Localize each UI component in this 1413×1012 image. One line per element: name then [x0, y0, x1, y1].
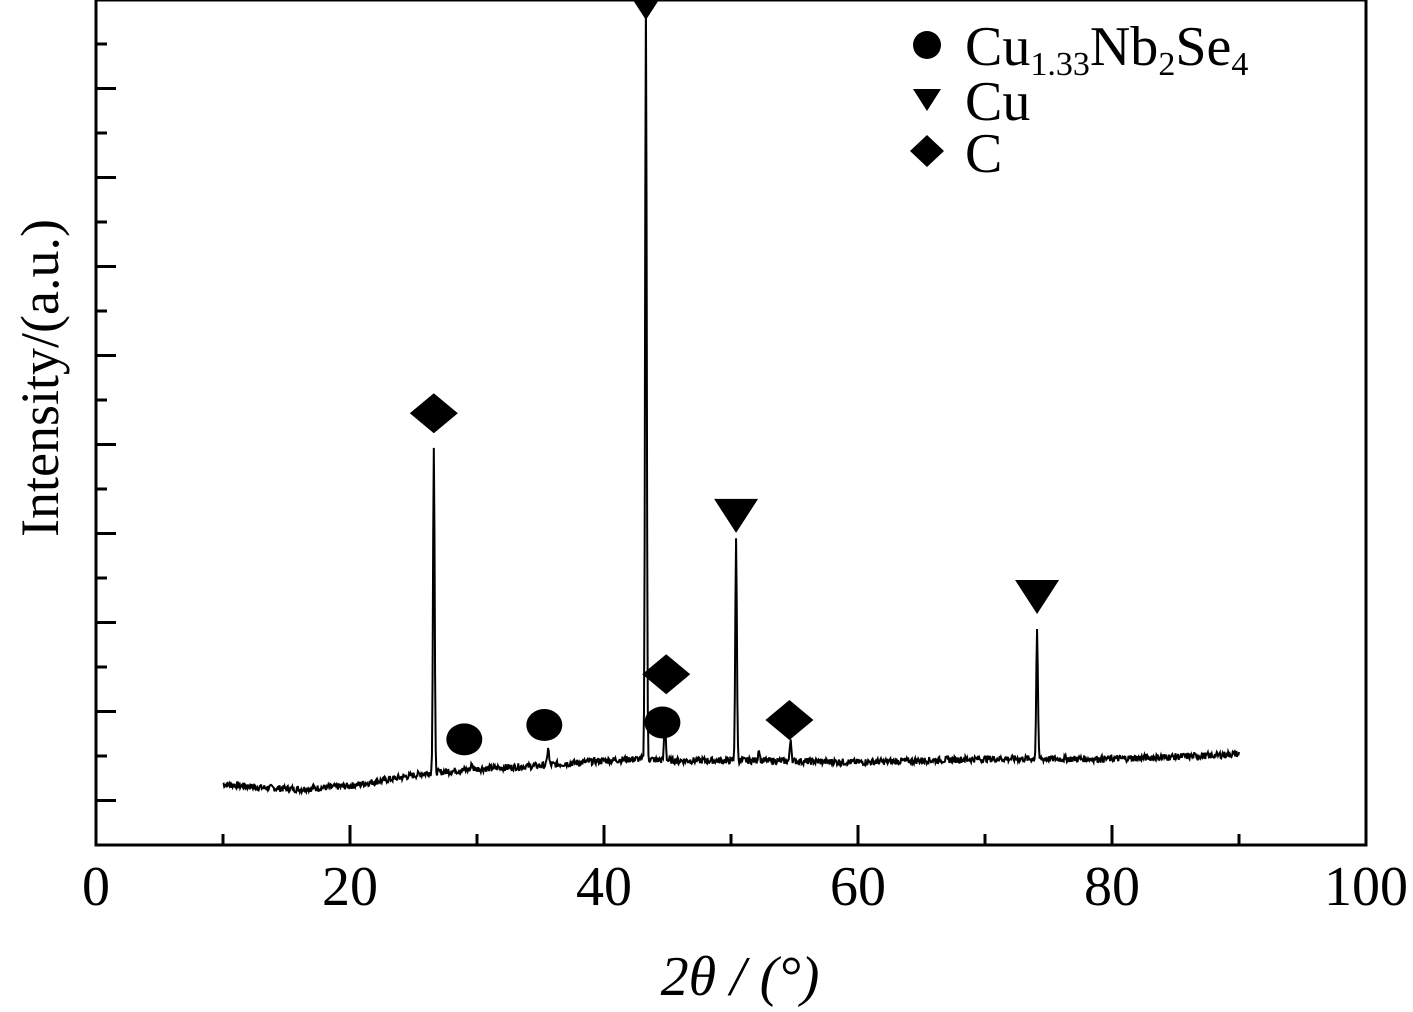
legend-item-cu: Cu: [913, 71, 1030, 133]
marker-diamond: [642, 654, 691, 695]
legend-circle-marker: [913, 31, 941, 59]
x-tick-label: 80: [1084, 856, 1140, 918]
x-tick-label: 40: [576, 856, 632, 918]
marker-diamond: [409, 393, 458, 434]
legend-sub-2: 2: [1158, 46, 1175, 83]
y-axis-label: Intensity/(a.u.): [10, 219, 70, 537]
x-tick-label: 100: [1324, 856, 1408, 918]
legend-item-c: C: [910, 123, 1002, 185]
marker-circle: [446, 723, 483, 756]
x-tick-label: 20: [322, 856, 378, 918]
legend-sub-133: 1.33: [1030, 46, 1090, 83]
marker-triangle-down: [632, 0, 659, 20]
x-axis-ticks: [94, 825, 1368, 845]
plot-frame: [94, 0, 1368, 847]
marker-circle: [644, 706, 681, 739]
x-axis-tick-labels: 0 20 40 60 80 100: [82, 856, 1408, 918]
legend-text-nb: Nb: [1090, 16, 1158, 78]
legend-item-cu133nb2se4: Cu1.33Nb2Se4: [913, 16, 1248, 83]
legend-triangle-marker: [913, 89, 941, 111]
x-tick-label: 0: [82, 856, 110, 918]
legend: Cu1.33Nb2Se4 Cu C: [910, 16, 1248, 185]
legend-diamond-marker: [910, 135, 944, 167]
legend-label-cu133nb2se4: Cu1.33Nb2Se4: [965, 16, 1248, 83]
y-axis-ticks: [96, 42, 116, 847]
marker-circle: [526, 709, 563, 742]
marker-diamond: [765, 699, 814, 740]
x-axis-label: 2θ / (°): [661, 946, 820, 1008]
legend-label-cu: Cu: [965, 71, 1030, 133]
legend-label-c: C: [965, 123, 1002, 185]
legend-sub-4: 4: [1231, 46, 1248, 83]
x-tick-label: 60: [830, 856, 886, 918]
legend-text-cu: Cu: [965, 16, 1030, 78]
marker-triangle-down: [714, 498, 759, 533]
phase-markers: [409, 0, 1060, 756]
xrd-pattern-line: [222, 0, 1240, 796]
marker-triangle-down: [1015, 580, 1060, 615]
legend-text-se: Se: [1175, 16, 1231, 78]
